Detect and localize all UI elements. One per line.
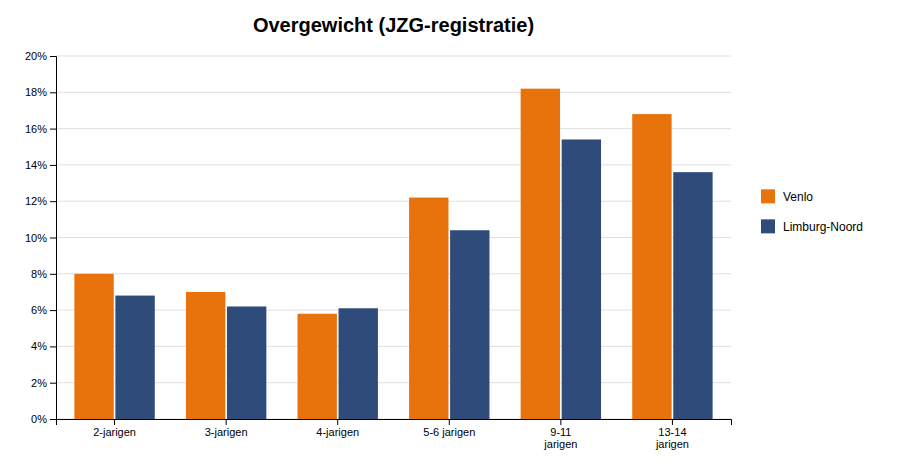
- legend-item: Limburg-Noord: [761, 219, 863, 233]
- y-tick-mark: [50, 419, 56, 420]
- x-tick-label-line: 3-jarigen: [205, 426, 248, 438]
- x-tick: 5-6 jarigen: [423, 419, 475, 438]
- y-tick-mark: [50, 129, 56, 130]
- x-tick-label-line: 5-6 jarigen: [423, 426, 475, 438]
- y-tick: 8%: [31, 268, 56, 280]
- y-tick-label: 8%: [31, 268, 47, 280]
- x-tick: 2-jarigen: [93, 419, 136, 438]
- y-tick: 2%: [31, 377, 56, 389]
- grid: [56, 56, 731, 419]
- y-tick: 20%: [25, 50, 56, 62]
- legend: Venlo Limburg-Noord: [761, 189, 863, 233]
- bar: [339, 308, 378, 419]
- y-tick-mark: [50, 383, 56, 384]
- x-tick-label: 3-jarigen: [205, 426, 248, 438]
- legend-label: Venlo: [783, 190, 813, 204]
- bar: [74, 274, 113, 419]
- x-tick-mark: [114, 419, 115, 425]
- y-tick: 14%: [25, 159, 56, 171]
- y-tick-label: 20%: [25, 50, 47, 62]
- y-tick-mark: [50, 165, 56, 166]
- title: Overgewicht (JZG-registratie): [253, 14, 534, 36]
- bar: [186, 292, 225, 419]
- x-tick: 13-14jarigen: [655, 419, 689, 450]
- grid-line: [56, 310, 731, 311]
- bar: [450, 230, 489, 419]
- x-tick-label-line: jarigen: [543, 438, 577, 450]
- y-tick: 12%: [25, 195, 56, 207]
- x-tick-label: 5-6 jarigen: [423, 426, 475, 438]
- x-tick-label-line: 4-jarigen: [316, 426, 359, 438]
- x-tick-mark: [672, 419, 673, 425]
- grid-line: [56, 346, 731, 347]
- y-tick-mark: [50, 56, 56, 57]
- bar: [227, 306, 266, 419]
- x-axis-line: [57, 420, 732, 426]
- bar: [298, 314, 337, 419]
- y-tick-label: 2%: [31, 377, 47, 389]
- bar: [632, 114, 671, 419]
- x-tick-label-line: jarigen: [655, 438, 689, 450]
- grid-line: [56, 237, 731, 238]
- bar: [409, 198, 448, 419]
- y-tick-mark: [50, 238, 56, 239]
- grid-line: [56, 92, 731, 93]
- chart: Overgewicht (JZG-registratie) 0% 2% 4% 6% 8% 1…: [0, 0, 911, 475]
- x-tick-label-line: 9-11: [550, 426, 571, 438]
- y-tick-mark: [50, 201, 56, 202]
- grid-line: [56, 56, 731, 57]
- grid-line: [56, 273, 731, 274]
- x-tick-label: 4-jarigen: [316, 426, 359, 438]
- y-tick-mark: [50, 274, 56, 275]
- grid-line: [56, 164, 731, 165]
- x-axis: 2-jarigen 3-jarigen 4-jarigen 5-6 jarigen 9-…: [57, 419, 732, 450]
- y-tick-label: 18%: [25, 86, 47, 98]
- y-tick-mark: [50, 346, 56, 347]
- y-axis-line: [50, 57, 57, 420]
- grid-line: [56, 382, 731, 383]
- y-axis: 0% 2% 4% 6% 8% 10% 12% 14% 16% 18% 20%: [25, 50, 57, 425]
- bar: [115, 296, 154, 419]
- y-tick: 18%: [25, 86, 56, 98]
- plot: 0% 2% 4% 6% 8% 10% 12% 14% 16% 18% 20% 2-jarigen 3-j…: [25, 50, 732, 450]
- legend-item: Venlo: [761, 189, 813, 203]
- y-tick: 16%: [25, 123, 56, 135]
- legend-swatch: [761, 189, 775, 203]
- legend-label: Limburg-Noord: [783, 220, 863, 234]
- x-tick-label: 2-jarigen: [93, 426, 136, 438]
- bar-series: [74, 89, 671, 419]
- y-tick-label: 10%: [25, 232, 47, 244]
- x-tick: 4-jarigen: [316, 419, 359, 438]
- y-tick-label: 4%: [31, 340, 47, 352]
- bars: [74, 89, 712, 419]
- x-tick-label: 9-11jarigen: [543, 426, 577, 451]
- y-tick-mark: [50, 92, 56, 93]
- x-tick-label-line: 13-14: [658, 426, 686, 438]
- grid-line: [56, 201, 731, 202]
- bar: [673, 172, 712, 419]
- y-tick-label: 0%: [31, 413, 47, 425]
- bar: [562, 139, 601, 419]
- x-tick-mark: [337, 419, 338, 425]
- y-tick-label: 12%: [25, 195, 47, 207]
- y-tick: 4%: [31, 340, 56, 352]
- y-tick: 0%: [31, 413, 56, 425]
- y-tick: 6%: [31, 304, 56, 316]
- x-tick-mark: [560, 419, 561, 425]
- x-tick-mark: [449, 419, 450, 425]
- y-tick-label: 6%: [31, 304, 47, 316]
- x-tick-label-line: 2-jarigen: [93, 426, 136, 438]
- x-tick: 3-jarigen: [205, 419, 248, 438]
- bar: [521, 89, 560, 419]
- y-tick-label: 14%: [25, 159, 47, 171]
- bar-series: [115, 139, 712, 419]
- x-tick-mark: [226, 419, 227, 425]
- y-tick-label: 16%: [25, 123, 47, 135]
- grid-line: [56, 128, 731, 129]
- x-tick-label: 13-14jarigen: [655, 426, 689, 451]
- legend-swatch: [761, 219, 775, 233]
- x-tick: 9-11jarigen: [543, 419, 577, 450]
- y-tick: 10%: [25, 232, 56, 244]
- y-tick-mark: [50, 310, 56, 311]
